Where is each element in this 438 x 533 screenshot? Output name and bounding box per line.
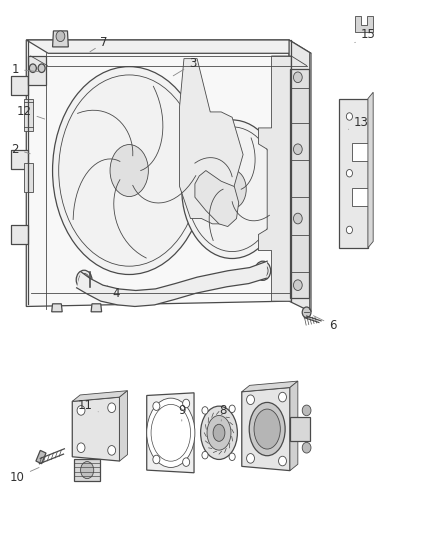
Circle shape xyxy=(76,270,92,289)
Circle shape xyxy=(202,451,208,459)
Circle shape xyxy=(346,113,353,120)
Circle shape xyxy=(302,442,311,453)
Circle shape xyxy=(293,72,302,83)
Polygon shape xyxy=(11,225,28,244)
Circle shape xyxy=(108,403,116,413)
Polygon shape xyxy=(26,40,311,53)
Circle shape xyxy=(302,307,311,318)
Circle shape xyxy=(293,213,302,224)
Polygon shape xyxy=(28,56,46,85)
Polygon shape xyxy=(24,99,33,131)
Ellipse shape xyxy=(110,144,148,197)
Circle shape xyxy=(29,64,36,72)
Circle shape xyxy=(153,455,160,464)
Polygon shape xyxy=(290,381,298,471)
Polygon shape xyxy=(242,381,298,392)
Polygon shape xyxy=(53,31,68,47)
Circle shape xyxy=(56,31,65,42)
Polygon shape xyxy=(290,69,309,298)
Ellipse shape xyxy=(147,398,195,467)
Text: 13: 13 xyxy=(349,116,369,130)
Text: 6: 6 xyxy=(314,316,337,332)
Polygon shape xyxy=(195,171,239,227)
Text: 1: 1 xyxy=(11,63,39,76)
Polygon shape xyxy=(339,99,368,248)
Circle shape xyxy=(202,407,208,414)
Text: 15: 15 xyxy=(355,28,375,43)
Text: 8: 8 xyxy=(220,404,227,421)
Circle shape xyxy=(346,226,353,233)
Polygon shape xyxy=(74,459,100,481)
Polygon shape xyxy=(52,304,62,312)
Circle shape xyxy=(346,169,353,177)
Polygon shape xyxy=(289,40,311,312)
Polygon shape xyxy=(11,76,28,95)
Circle shape xyxy=(247,395,254,405)
Ellipse shape xyxy=(53,67,206,274)
Polygon shape xyxy=(147,393,194,473)
Polygon shape xyxy=(180,59,243,224)
Circle shape xyxy=(247,454,254,463)
Ellipse shape xyxy=(213,424,225,441)
Circle shape xyxy=(255,261,271,280)
Circle shape xyxy=(229,453,235,461)
Polygon shape xyxy=(24,163,33,192)
Text: 3: 3 xyxy=(173,58,196,76)
Polygon shape xyxy=(26,40,289,306)
Circle shape xyxy=(77,406,85,415)
Polygon shape xyxy=(352,143,370,161)
Text: 7: 7 xyxy=(90,36,108,52)
Circle shape xyxy=(153,402,160,410)
Text: 12: 12 xyxy=(17,106,45,119)
Circle shape xyxy=(302,405,311,416)
Circle shape xyxy=(183,458,190,466)
Polygon shape xyxy=(11,150,28,169)
Polygon shape xyxy=(72,397,120,461)
Text: 11: 11 xyxy=(78,399,98,412)
Polygon shape xyxy=(120,391,127,461)
Text: 10: 10 xyxy=(10,467,39,483)
Polygon shape xyxy=(77,261,267,306)
Circle shape xyxy=(279,392,286,402)
Ellipse shape xyxy=(218,170,246,208)
Circle shape xyxy=(108,446,116,455)
Ellipse shape xyxy=(249,402,285,456)
Ellipse shape xyxy=(254,409,280,449)
Polygon shape xyxy=(258,56,291,301)
Polygon shape xyxy=(355,16,373,32)
Ellipse shape xyxy=(81,462,94,479)
Polygon shape xyxy=(290,417,310,441)
Text: 9: 9 xyxy=(178,404,186,421)
Ellipse shape xyxy=(201,406,237,459)
Polygon shape xyxy=(36,450,46,464)
Circle shape xyxy=(229,405,235,413)
Text: 4: 4 xyxy=(107,285,120,300)
Circle shape xyxy=(183,399,190,408)
Circle shape xyxy=(279,456,286,466)
Circle shape xyxy=(38,64,45,72)
Polygon shape xyxy=(368,92,373,248)
Ellipse shape xyxy=(182,120,283,259)
Text: 2: 2 xyxy=(11,143,30,156)
Polygon shape xyxy=(91,304,102,312)
Polygon shape xyxy=(72,391,127,401)
Polygon shape xyxy=(242,387,290,471)
Circle shape xyxy=(293,280,302,290)
Polygon shape xyxy=(352,188,370,206)
Ellipse shape xyxy=(207,416,231,450)
Circle shape xyxy=(293,144,302,155)
Circle shape xyxy=(77,443,85,453)
